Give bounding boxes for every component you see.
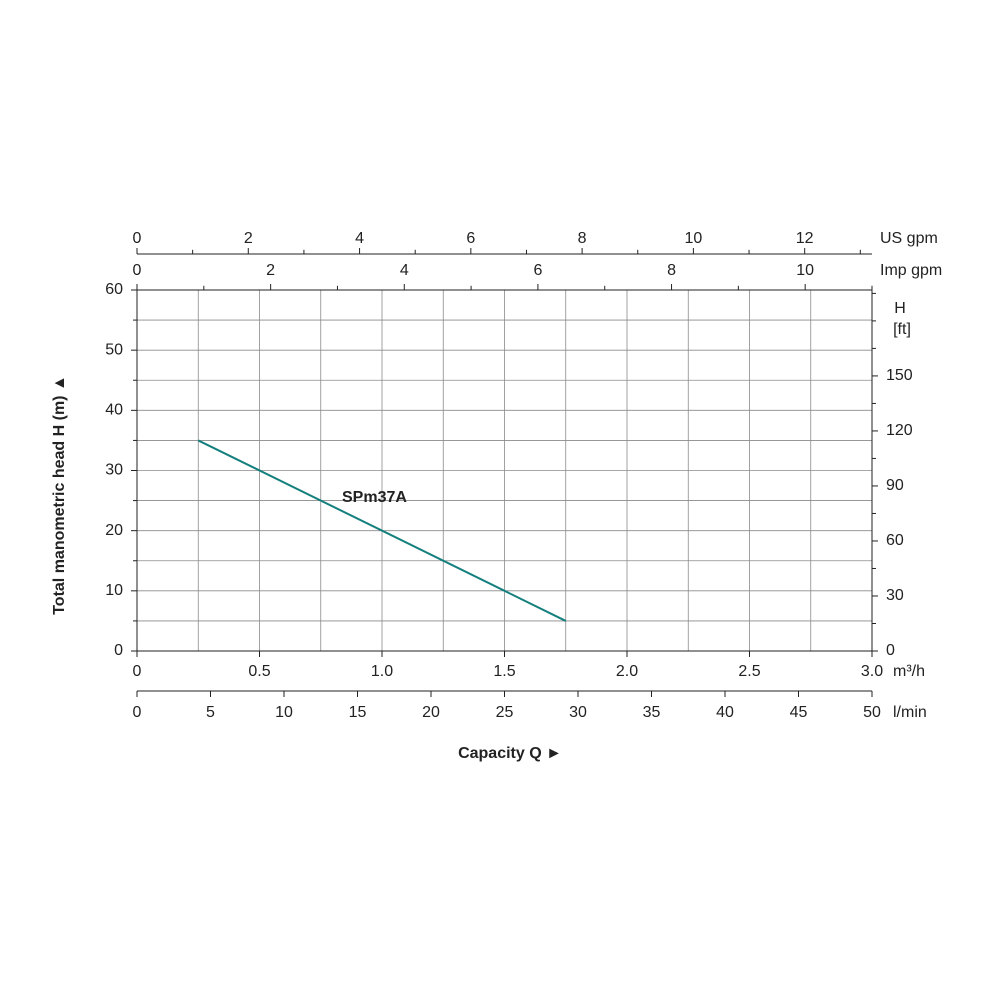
secondary-tick-label: 10 [796, 262, 814, 279]
secondary-tick-label: 12 [796, 230, 814, 247]
x-tick-label: 0 [133, 663, 142, 680]
y2-tick-label: 0 [886, 642, 895, 659]
y-tick-label: 0 [114, 642, 123, 659]
secondary-tick-label: 0 [133, 262, 142, 279]
secondary-tick-label: 35 [643, 704, 661, 721]
secondary-tick-label: 6 [466, 230, 475, 247]
secondary-tick-label: 0 [133, 230, 142, 247]
secondary-tick-label: 6 [533, 262, 542, 279]
x-tick-label: 1.5 [493, 663, 515, 680]
y2-tick-label: 120 [886, 422, 913, 439]
x-tick-label: 1.0 [371, 663, 393, 680]
x-tick-label: 0.5 [248, 663, 270, 680]
secondary-tick-label: 50 [863, 704, 881, 721]
y2-tick-label: 30 [886, 587, 904, 604]
secondary-tick-label: 30 [569, 704, 587, 721]
secondary-unit: US gpm [880, 230, 938, 247]
y-tick-label: 40 [105, 402, 123, 419]
x-tick-label: 3.0 [861, 663, 883, 680]
series-label: SPm37A [342, 489, 407, 506]
y-tick-label: 30 [105, 462, 123, 479]
secondary-tick-label: 0 [133, 704, 142, 721]
secondary-tick-label: 2 [244, 230, 253, 247]
y2-tick-label: 150 [886, 367, 913, 384]
y2-unit: H [894, 300, 906, 317]
y-tick-label: 10 [105, 582, 123, 599]
secondary-tick-label: 8 [667, 262, 676, 279]
y2-tick-label: 60 [886, 532, 904, 549]
secondary-tick-label: 45 [790, 704, 808, 721]
y2-tick-label: 90 [886, 477, 904, 494]
secondary-unit: Imp gpm [880, 262, 942, 279]
secondary-tick-label: 5 [206, 704, 215, 721]
y2-unit: [ft] [893, 321, 911, 338]
secondary-tick-label: 40 [716, 704, 734, 721]
secondary-tick-label: 4 [400, 262, 409, 279]
y-tick-label: 60 [105, 281, 123, 298]
secondary-tick-label: 25 [496, 704, 514, 721]
secondary-tick-label: 10 [275, 704, 293, 721]
secondary-tick-label: 8 [578, 230, 587, 247]
x-unit: m³/h [893, 663, 925, 680]
x-tick-label: 2.0 [616, 663, 638, 680]
x-axis-title: Capacity Q ► [458, 745, 562, 762]
secondary-tick-label: 10 [684, 230, 702, 247]
secondary-tick-label: 15 [349, 704, 367, 721]
secondary-tick-label: 20 [422, 704, 440, 721]
y-tick-label: 20 [105, 522, 123, 539]
secondary-tick-label: 4 [355, 230, 364, 247]
y-tick-label: 50 [105, 341, 123, 358]
y-axis-title: Total manometric head H (m) ▲ [51, 375, 68, 615]
secondary-tick-label: 2 [266, 262, 275, 279]
x-tick-label: 2.5 [738, 663, 760, 680]
curve [197, 439, 567, 622]
secondary-unit: l/min [893, 704, 927, 721]
